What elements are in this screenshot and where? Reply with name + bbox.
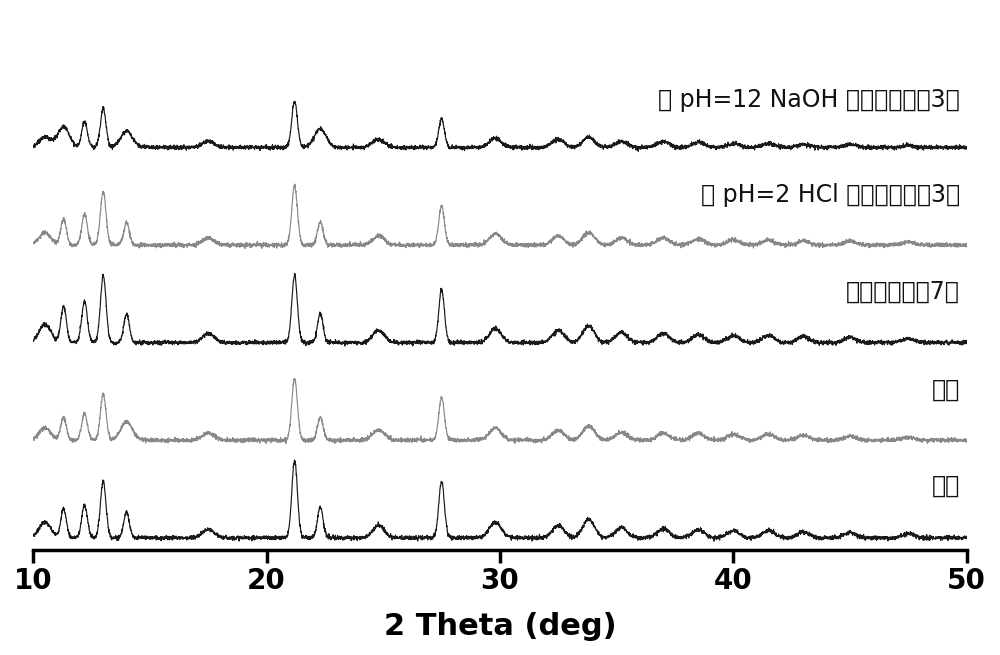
- Text: 在 pH=12 NaOH 水溶液中浸泩3天: 在 pH=12 NaOH 水溶液中浸泩3天: [658, 88, 960, 112]
- Text: 在永水中浸泩7天: 在永水中浸泩7天: [846, 280, 960, 304]
- X-axis label: 2 Theta (deg): 2 Theta (deg): [384, 612, 616, 641]
- Text: 在 pH=2 HCl 水溶液中浸泩3天: 在 pH=2 HCl 水溶液中浸泩3天: [701, 183, 960, 208]
- Text: 模拟: 模拟: [931, 474, 960, 497]
- Text: 合成: 合成: [931, 378, 960, 402]
